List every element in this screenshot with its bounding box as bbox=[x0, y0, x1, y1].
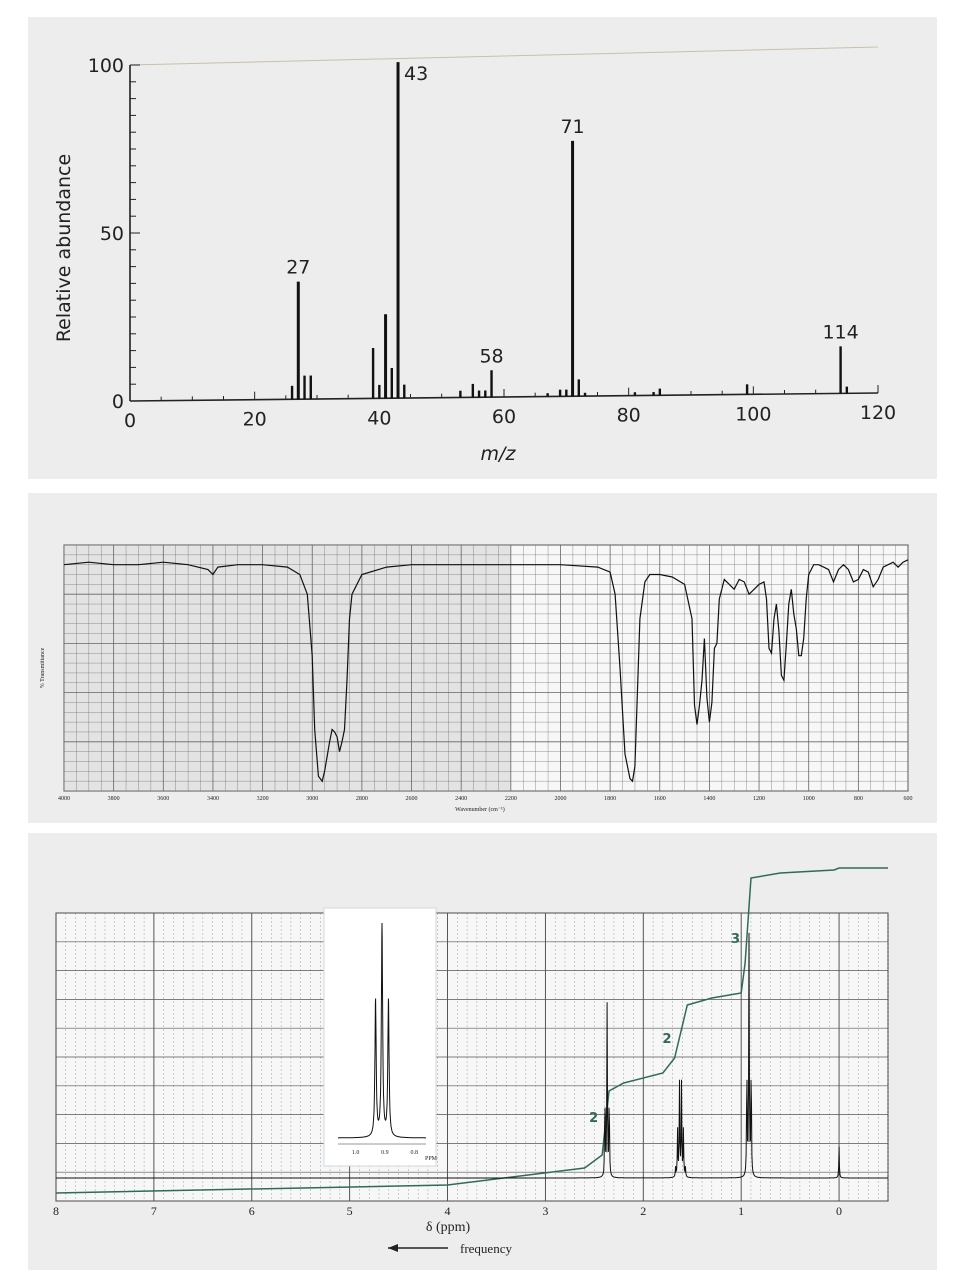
nmr-inset-line bbox=[338, 922, 426, 1139]
ir-x-tick-label: 2800 bbox=[356, 796, 368, 802]
ir-x-tick-label: 1800 bbox=[604, 796, 616, 802]
nmr-inset-tick-label: 0.9 bbox=[381, 1150, 389, 1156]
nmr-x-axis-label: δ (ppm) bbox=[426, 1220, 471, 1235]
nmr-inset-ticks: 1.0 0.9 0.8 bbox=[338, 1143, 426, 1156]
ms-x-tick-label: 80 bbox=[617, 405, 641, 427]
ir-x-tick-label: 3600 bbox=[157, 796, 169, 802]
nmr-inset-unit: PPM bbox=[425, 1156, 438, 1162]
ir-x-tick-label: 3200 bbox=[257, 796, 269, 802]
ir-x-tick-label: 1200 bbox=[753, 796, 765, 802]
ms-x-tick-label: 60 bbox=[492, 406, 516, 428]
mass-spectrum-chart: 0 50 100 0 20 40 60 80 100 120 27 43 58 71 114 Relati… bbox=[53, 46, 896, 465]
ir-x-tick-label: 2000 bbox=[554, 796, 566, 802]
nmr-integration-label: 3 bbox=[731, 932, 740, 947]
ms-y-tick-label: 100 bbox=[88, 55, 124, 77]
ms-bars bbox=[290, 62, 849, 400]
ms-x-tick-label: 100 bbox=[735, 403, 771, 425]
ir-x-tick-label: 2200 bbox=[505, 796, 517, 802]
nmr-x-tick-label: 2 bbox=[640, 1204, 646, 1218]
mass-spectrum-panel: 0 50 100 0 20 40 60 80 100 120 27 43 58 71 114 Relati… bbox=[28, 17, 937, 479]
ir-x-tick-label: 1600 bbox=[654, 796, 666, 802]
ms-top-border bbox=[129, 46, 879, 66]
ir-spectrum-line bbox=[63, 559, 909, 783]
ms-y-tick-label: 0 bbox=[112, 391, 124, 413]
ir-x-tick-label: 1000 bbox=[803, 796, 815, 802]
ir-tick-labels: 4000 3800 3600 3400 3200 3000 2800 2600 2400 2200… bbox=[58, 796, 913, 802]
ir-x-tick-label: 2400 bbox=[455, 796, 467, 802]
nmr-inset-tick-label: 0.8 bbox=[411, 1150, 419, 1156]
nmr-frequency-label: frequency bbox=[460, 1241, 512, 1256]
nmr-x-tick-label: 4 bbox=[445, 1204, 451, 1218]
nmr-x-tick-label: 6 bbox=[249, 1204, 255, 1218]
nmr-spectrum-chart: 8 7 6 5 4 3 2 1 0 2 2 3 1.0 0.9 0.8 PPM δ (ppm) freq… bbox=[53, 867, 889, 1256]
nmr-spectrum-panel: 8 7 6 5 4 3 2 1 0 2 2 3 1.0 0.9 0.8 PPM δ (ppm) freq… bbox=[28, 833, 937, 1270]
ir-x-tick-label: 4000 bbox=[58, 796, 70, 802]
ms-peak-label-27: 27 bbox=[286, 257, 310, 279]
ms-x-tick-label: 120 bbox=[860, 402, 896, 424]
nmr-x-tick-label: 0 bbox=[836, 1204, 842, 1218]
ir-spectrum-panel: 4000 3800 3600 3400 3200 3000 2800 2600 2400 2200… bbox=[28, 493, 937, 823]
nmr-tick-labels: 8 7 6 5 4 3 2 1 0 bbox=[53, 1204, 842, 1218]
ms-y-axis-label: Relative abundance bbox=[53, 154, 75, 342]
ms-axes: 0 50 100 0 20 40 60 80 100 120 bbox=[88, 46, 896, 432]
nmr-integral-curve bbox=[55, 867, 888, 1194]
ir-grid bbox=[63, 544, 909, 792]
ms-peak-labels: 27 43 58 71 114 bbox=[286, 63, 859, 367]
nmr-spectrum-line bbox=[56, 932, 888, 1179]
nmr-integration-label: 2 bbox=[662, 1032, 671, 1047]
ms-peak-label-58: 58 bbox=[479, 345, 503, 367]
nmr-integration-label: 2 bbox=[589, 1111, 598, 1126]
nmr-inset-tick-label: 1.0 bbox=[352, 1150, 360, 1156]
ir-x-tick-label: 2600 bbox=[406, 796, 418, 802]
ir-x-tick-label: 3400 bbox=[207, 796, 219, 802]
nmr-x-tick-label: 8 bbox=[53, 1204, 59, 1218]
ms-y-tick-label: 50 bbox=[100, 223, 124, 245]
nmr-x-tick-label: 5 bbox=[347, 1204, 353, 1218]
ir-x-tick-label: 1400 bbox=[703, 796, 715, 802]
ir-x-tick-label: 800 bbox=[854, 796, 863, 802]
nmr-inset: 1.0 0.9 0.8 PPM bbox=[323, 907, 438, 1167]
ir-x-axis-label: Wavenumber (cm⁻¹) bbox=[455, 806, 505, 813]
ir-x-tick-label: 3800 bbox=[108, 796, 120, 802]
nmr-inset-box bbox=[323, 907, 437, 1167]
ms-peak-label-114: 114 bbox=[822, 321, 858, 343]
ms-peak-label-43: 43 bbox=[404, 63, 428, 85]
nmr-x-tick-label: 3 bbox=[542, 1204, 548, 1218]
ir-spectrum-chart: 4000 3800 3600 3400 3200 3000 2800 2600 2400 2200… bbox=[40, 544, 913, 813]
ir-x-tick-label: 3000 bbox=[306, 796, 318, 802]
ms-x-tick-label: 20 bbox=[243, 409, 267, 431]
ir-y-axis-label: % Transmittance bbox=[40, 647, 46, 688]
ir-x-tick-label: 600 bbox=[904, 796, 913, 802]
ms-x-tick-label: 40 bbox=[367, 407, 391, 429]
nmr-x-tick-label: 1 bbox=[738, 1204, 744, 1218]
ms-x-axis-label: m/z bbox=[481, 443, 517, 465]
nmr-integration-labels: 2 2 3 bbox=[589, 932, 740, 1126]
nmr-x-tick-label: 7 bbox=[151, 1204, 157, 1218]
ms-x-tick-label: 0 bbox=[124, 410, 136, 432]
nmr-frequency-arrowhead bbox=[388, 1244, 398, 1252]
ms-peak-label-71: 71 bbox=[560, 116, 584, 138]
